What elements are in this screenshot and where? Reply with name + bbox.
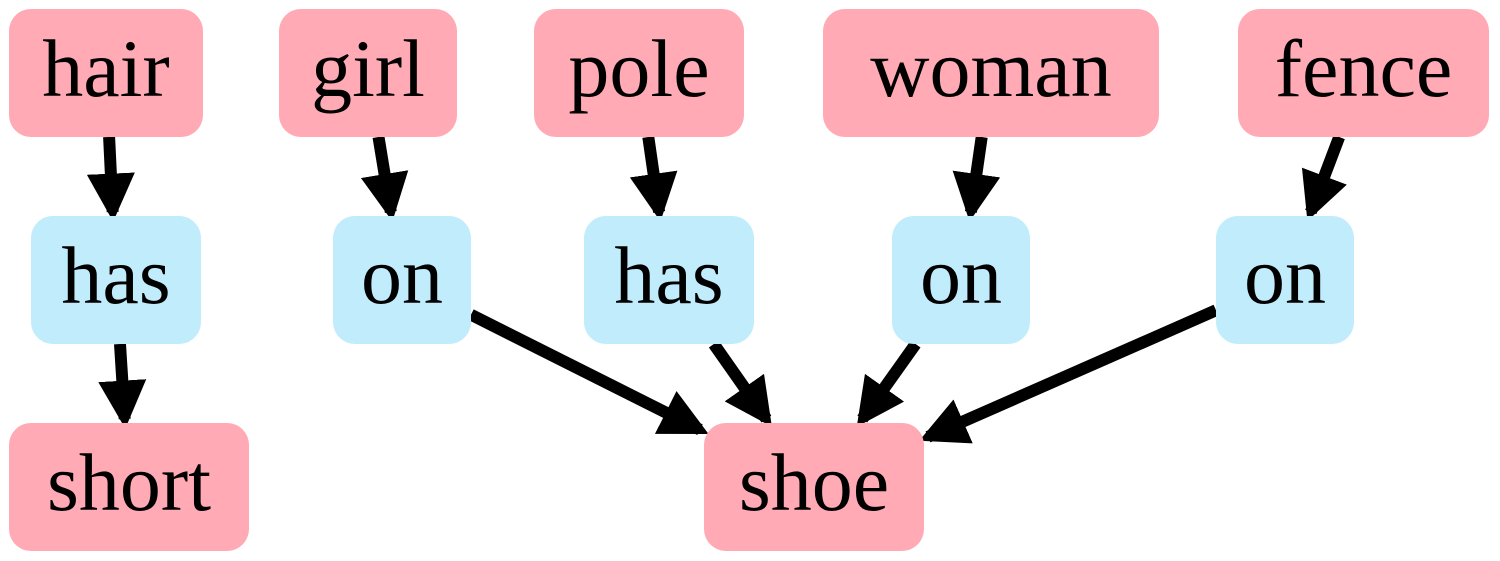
node-on-3: on: [1216, 216, 1354, 344]
edge-on_3-to-shoe: [919, 304, 1219, 444]
node-on-1-label: on: [361, 230, 443, 321]
node-shoe-label: shoe: [738, 437, 890, 528]
node-has-2-label: has: [614, 230, 724, 321]
node-fence-label: fence: [1274, 23, 1453, 114]
edge-on_1-to-shoe: [468, 309, 709, 436]
node-woman-label: woman: [870, 23, 1112, 114]
node-hair-label: hair: [42, 23, 170, 114]
edge-has_2-to-shoe: [708, 340, 772, 427]
node-has-1-label: has: [61, 230, 171, 321]
node-has-1: has: [31, 216, 201, 344]
edge-pole-to-has_2: [629, 136, 678, 222]
node-on-2-label: on: [920, 230, 1002, 321]
edge-has_1-to-short: [98, 343, 147, 429]
node-fence: fence: [1238, 9, 1489, 137]
edge-on_2-to-shoe: [856, 340, 921, 427]
node-woman: woman: [823, 9, 1159, 137]
node-shoe: shoe: [704, 423, 924, 551]
node-has-2: has: [584, 216, 754, 344]
edge-woman-to-on_2: [952, 136, 1001, 222]
node-pole-label: pole: [568, 23, 710, 114]
node-pole: pole: [534, 9, 744, 137]
edge-fence-to-on_3: [1301, 134, 1347, 221]
node-on-1: on: [333, 216, 471, 344]
node-hair: hair: [9, 9, 203, 137]
node-short: short: [9, 423, 249, 551]
node-girl: girl: [279, 9, 457, 137]
node-short-label: short: [47, 437, 211, 528]
edge-girl-to-on_1: [360, 136, 409, 222]
node-girl-label: girl: [311, 23, 425, 114]
node-on-2: on: [892, 216, 1030, 344]
node-on-3-label: on: [1244, 230, 1326, 321]
edge-hair-to-has_1: [86, 136, 135, 222]
